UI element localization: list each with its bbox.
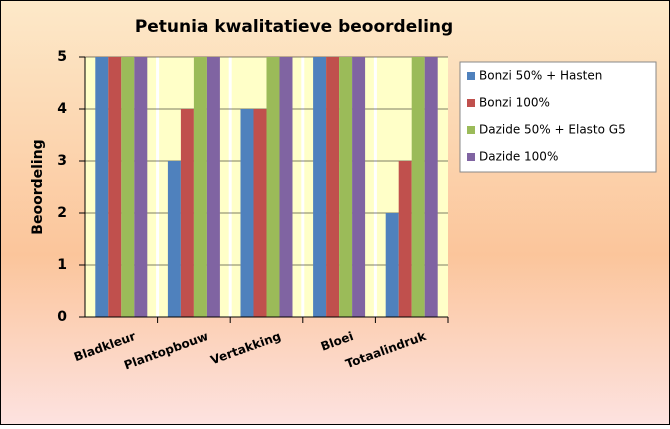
bar [352, 57, 366, 317]
y-tick-label: 1 [57, 257, 67, 273]
bar [134, 57, 148, 317]
bar [180, 109, 194, 317]
bar [253, 109, 267, 317]
legend-swatch [467, 72, 475, 80]
chart-title: Petunia kwalitatieve beoordeling [135, 17, 453, 37]
legend [459, 61, 657, 173]
bar [95, 57, 109, 317]
y-tick-label: 2 [57, 205, 67, 221]
bar [240, 109, 254, 317]
bar [424, 57, 438, 317]
bar [193, 57, 207, 317]
legend-swatch [467, 126, 475, 134]
bar [167, 161, 181, 317]
y-tick-label: 3 [57, 153, 67, 169]
bar [279, 57, 293, 317]
legend-label: Dazide 50% + Elasto G5 [479, 123, 626, 137]
bar [266, 57, 280, 317]
y-tick-label: 5 [57, 49, 67, 65]
bar [108, 57, 122, 317]
y-tick-label: 0 [57, 309, 67, 325]
y-tick-label: 4 [57, 101, 67, 117]
legend-swatch [467, 99, 475, 107]
bar [398, 161, 412, 317]
legend-label: Bonzi 100% [479, 96, 550, 110]
bar [313, 57, 327, 317]
bar [121, 57, 135, 317]
bar [411, 57, 425, 317]
bar [339, 57, 353, 317]
bar [326, 57, 340, 317]
bar [385, 213, 399, 317]
y-axis-label: Beoordeling [30, 139, 46, 234]
legend-label: Bonzi 50% + Hasten [479, 69, 602, 83]
legend-label: Dazide 100% [479, 150, 558, 164]
legend-swatch [467, 153, 475, 161]
bar [206, 57, 220, 317]
